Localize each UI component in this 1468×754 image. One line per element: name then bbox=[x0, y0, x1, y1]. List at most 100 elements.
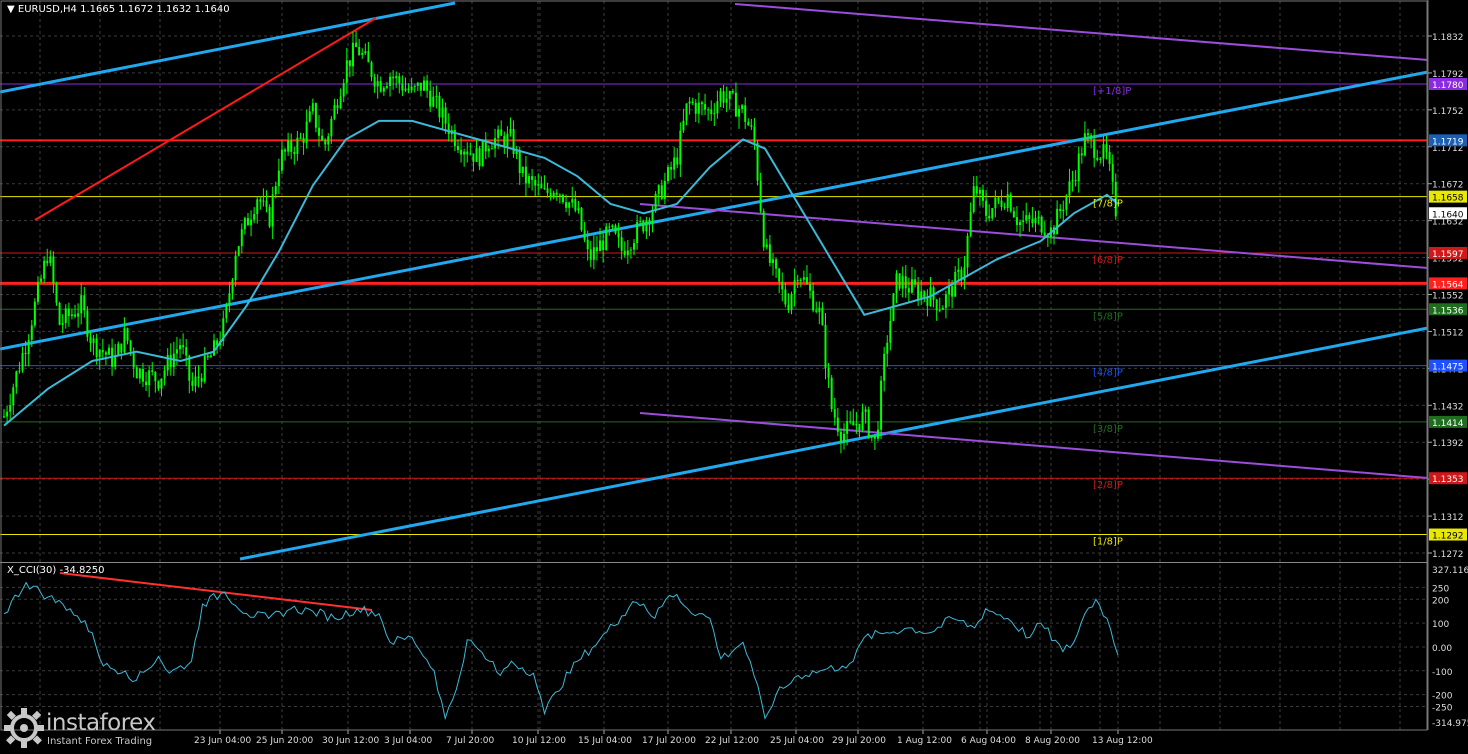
candle-body bbox=[1099, 158, 1102, 161]
candle-body bbox=[392, 76, 395, 79]
murrey-level-label: [6/8]P bbox=[1093, 255, 1123, 266]
candle-body bbox=[438, 95, 441, 118]
candle-body bbox=[972, 186, 975, 212]
candle-body bbox=[691, 101, 694, 103]
candle-body bbox=[148, 370, 151, 386]
candle-body bbox=[296, 137, 299, 155]
candle-body bbox=[694, 102, 697, 114]
candle-body bbox=[747, 121, 750, 126]
candle-body bbox=[132, 351, 135, 368]
candle-body bbox=[1108, 151, 1111, 164]
candle-body bbox=[957, 269, 960, 273]
candle-body bbox=[200, 378, 203, 382]
candle-body bbox=[944, 294, 947, 308]
candle-body bbox=[12, 387, 15, 406]
candle-body bbox=[213, 340, 216, 356]
candle-body bbox=[256, 199, 259, 215]
candle-body bbox=[1083, 133, 1086, 156]
candle-body bbox=[1102, 144, 1105, 159]
candle-body bbox=[558, 194, 561, 196]
price-level-box bbox=[1429, 207, 1467, 220]
candle-body bbox=[419, 82, 422, 91]
price-level-box bbox=[1429, 359, 1467, 372]
candle-body bbox=[833, 409, 836, 418]
cci-divergence-line bbox=[59, 572, 373, 611]
candle-body bbox=[506, 133, 509, 148]
candle-body bbox=[27, 339, 30, 354]
candle-body bbox=[370, 62, 373, 78]
candle-body bbox=[787, 304, 790, 310]
candle-body bbox=[975, 186, 978, 194]
candle-body bbox=[629, 249, 632, 251]
trend-lines bbox=[0, 1, 1429, 561]
candle-body bbox=[413, 85, 416, 87]
candle-body bbox=[639, 221, 642, 223]
time-tick-label: 22 Jul 12:00 bbox=[705, 736, 759, 746]
candle-body bbox=[206, 355, 209, 358]
candle-body bbox=[592, 247, 595, 260]
candle-body bbox=[333, 105, 336, 119]
candle-body bbox=[1037, 216, 1040, 219]
candle-body bbox=[61, 323, 64, 325]
price-tick-label: 1.1512 bbox=[1432, 328, 1464, 338]
candle-body bbox=[1040, 216, 1043, 233]
candle-body bbox=[1028, 215, 1031, 220]
candle-body bbox=[18, 370, 21, 372]
candle-body bbox=[1006, 194, 1009, 209]
candle-body bbox=[308, 111, 311, 122]
candle-body bbox=[191, 380, 194, 386]
candle-body bbox=[1093, 139, 1096, 158]
candle-body bbox=[33, 301, 36, 326]
price-tick-label: 1.1792 bbox=[1432, 70, 1464, 80]
candle-body bbox=[1000, 200, 1003, 208]
candle-body bbox=[330, 118, 333, 137]
cci-tick-label: -200 bbox=[1432, 692, 1453, 702]
candle-body bbox=[497, 129, 500, 138]
price-tick-label: 1.1552 bbox=[1432, 292, 1464, 302]
candle-body bbox=[697, 102, 700, 114]
time-axis: 23 Jun 04:00 25 Jun 20:00 30 Jun 12:00 3 Ju… bbox=[194, 730, 1153, 746]
candle-body bbox=[379, 81, 382, 92]
candle-body bbox=[707, 109, 710, 111]
candle-body bbox=[651, 210, 654, 224]
murrey-level-label: [4/8]P bbox=[1093, 368, 1123, 379]
candle-body bbox=[351, 42, 354, 67]
candle-body bbox=[589, 249, 592, 260]
candle-body bbox=[827, 367, 830, 378]
candle-body bbox=[898, 273, 901, 289]
candle-body bbox=[336, 105, 339, 109]
collapse-arrow-icon[interactable]: ▼ bbox=[7, 4, 15, 15]
candle-body bbox=[1111, 163, 1114, 182]
price-level-value: 1.1475 bbox=[1432, 363, 1464, 373]
candle-body bbox=[1086, 133, 1089, 136]
candle-body bbox=[163, 370, 166, 379]
candle-body bbox=[1025, 215, 1028, 221]
candle-body bbox=[389, 76, 392, 86]
price-level-value: 1.1536 bbox=[1432, 306, 1464, 316]
candle-body bbox=[738, 109, 741, 117]
candle-body bbox=[141, 368, 144, 382]
candle-body bbox=[435, 95, 438, 97]
candle-body bbox=[867, 409, 870, 437]
candle-body bbox=[67, 308, 70, 317]
candle-body bbox=[481, 139, 484, 167]
price-level-value: 1.1564 bbox=[1432, 280, 1464, 290]
candle-body bbox=[262, 200, 265, 202]
candle-body bbox=[376, 81, 379, 87]
candle-body bbox=[1071, 180, 1074, 182]
candle-body bbox=[463, 151, 466, 155]
candle-body bbox=[9, 405, 12, 412]
candle-body bbox=[6, 411, 9, 417]
candle-body bbox=[259, 199, 262, 202]
candle-body bbox=[447, 123, 450, 135]
candle-body bbox=[904, 276, 907, 289]
candle-body bbox=[605, 226, 608, 251]
candle-body bbox=[24, 352, 27, 354]
candle-body bbox=[994, 197, 997, 209]
candle-body bbox=[741, 105, 744, 110]
candle-body bbox=[759, 180, 762, 212]
candle-body bbox=[240, 229, 243, 247]
candle-body bbox=[981, 189, 984, 201]
